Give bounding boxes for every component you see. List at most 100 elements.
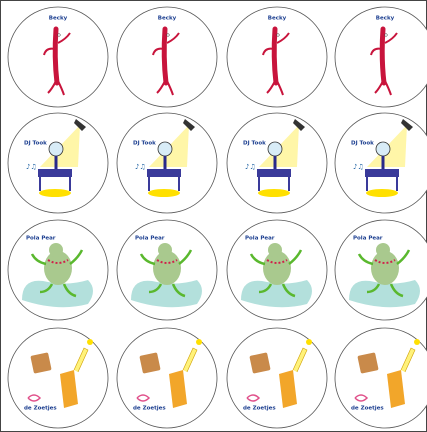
logo-swirl [246,394,261,402]
logo-swirl [27,394,42,402]
figure-leg [47,80,57,94]
floor-light [258,189,290,197]
pear-head [49,243,63,257]
music-notes: ♪♫ [245,163,256,171]
floor-light [148,189,180,197]
sticker-label: DJ Took [351,141,374,147]
dj-head [157,141,173,157]
ground [22,280,93,308]
ground [131,280,202,308]
dj-table [147,169,181,177]
sticker: Becky [116,6,218,108]
figure-eye [276,33,280,37]
sticker-label: de Zoetjes [243,406,276,412]
sticker-outline [116,327,218,429]
bottle [279,370,297,408]
sticker-label: Becky [158,16,177,22]
sticker-label: Pola Pear [245,236,275,242]
dj-table-legs [258,177,290,191]
sticker-outline [334,327,427,429]
figure-eye [166,33,170,37]
figure-leg [384,80,392,96]
figure-arm [384,32,398,44]
spotlight-lamp [293,119,305,131]
figure-eye [384,33,388,37]
pear-limbs [30,249,84,298]
figure-leg [374,80,384,94]
figure-body [52,26,60,86]
sticker: Pola Pear [226,219,328,321]
music-notes: ♪♫ [26,163,37,171]
dj-head [48,141,64,157]
sparkle [414,339,420,345]
sticker-label: Becky [268,16,287,22]
sticker-label: Becky [49,16,68,22]
sticker: de Zoetjes [116,327,218,429]
spotlight-lamp [401,119,413,131]
pear-necklace [266,259,288,264]
figure-body [379,26,387,86]
biscuit [30,352,52,374]
pear-head [268,243,282,257]
bottle-neck [400,347,416,373]
dj-table-legs [366,177,398,191]
sticker: Pola Pear [7,219,109,321]
figure-arm [57,32,71,44]
pear-head [158,243,172,257]
bottle [169,370,187,408]
sticker: DJ Took ♪♫ [116,112,218,214]
sticker: Pola Pear [334,219,427,321]
sparkle [87,339,93,345]
sticker-label: DJ Took [24,141,47,147]
sticker: de Zoetjes [7,327,109,429]
pear-limbs [249,249,303,298]
sticker: Becky [334,6,427,108]
music-notes: ♪♫ [353,163,364,171]
dj-head [375,141,391,157]
figure-leg [57,80,65,96]
bottle [60,370,78,408]
sticker-outline [116,6,218,108]
dj-head [267,141,283,157]
sticker: DJ Took ♪♫ [334,112,427,214]
pear-limbs [357,249,411,298]
pear-body [153,251,181,285]
pear-body [44,251,72,285]
sticker-label: DJ Took [243,141,266,147]
logo-swirl [354,394,369,402]
pear-necklace [47,259,69,264]
figure-leg [266,80,276,94]
sticker-label: de Zoetjes [24,406,57,412]
figure-leg [276,80,284,96]
figure-arm [370,47,383,56]
bottle-neck [73,347,89,373]
sticker-outline [7,6,109,108]
dj-table-legs [148,177,180,191]
sticker: Becky [7,6,109,108]
spotlight-lamp [74,119,86,131]
biscuit [139,352,161,374]
pear-necklace [374,259,396,264]
ground [241,280,312,308]
music-notes: ♪♫ [135,163,146,171]
sticker: de Zoetjes [334,327,427,429]
floor-light [39,189,71,197]
pear-head [376,243,390,257]
floor-light [366,189,398,197]
sticker: Pola Pear [116,219,218,321]
bottle-neck [292,347,308,373]
sticker: DJ Took ♪♫ [226,112,328,214]
sticker-outline [226,327,328,429]
figure-leg [156,80,166,94]
pear-body [263,251,291,285]
sticker: Becky [226,6,328,108]
figure-body [271,26,279,86]
logo-swirl [136,394,151,402]
sticker-label: Pola Pear [26,236,56,242]
sticker-label: Becky [376,16,395,22]
sparkle [306,339,312,345]
figure-arm [152,47,165,56]
pear-necklace [156,259,178,264]
sticker: de Zoetjes [226,327,328,429]
sticker-label: DJ Took [133,141,156,147]
